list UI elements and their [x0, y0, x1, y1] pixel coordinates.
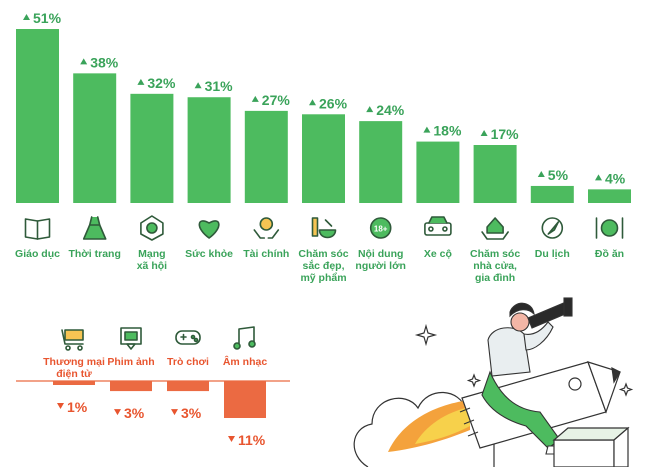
adult-18-icon: 18+: [369, 217, 392, 239]
category-label-do-an: Đồ ăn: [594, 248, 625, 260]
bar-noi-dung-nguoi-lon: [359, 121, 403, 203]
film-icon: [120, 327, 142, 350]
value-label-xe-co: 18%: [433, 123, 462, 139]
rocket-flame-inner: [415, 407, 470, 444]
bar-phim-anh: [110, 381, 152, 392]
compass-icon: [541, 217, 564, 239]
bar-thoi-trang: [73, 73, 117, 204]
increase-arrow-icon: [480, 130, 488, 136]
bar-tai-chinh: [244, 110, 288, 203]
category-label-cham-soc-sac-dep-my-pham: Chăm sóc sắc đẹp, mỹ phẩm: [298, 248, 349, 284]
category-label-am-nhac: Âm nhạc: [222, 356, 268, 368]
category-label-suc-khoe: Sức khỏe: [185, 248, 234, 260]
increase-arrow-icon: [423, 126, 431, 133]
increase-arrow-icon: [251, 95, 259, 102]
category-label-tro-choi: Trò chơi: [167, 356, 209, 368]
sparkle-icon: [414, 323, 634, 397]
value-label-suc-khoe: 31%: [205, 78, 234, 94]
bar-cham-soc-nha-cua-gia-dinh: [473, 145, 517, 203]
network-icon: [140, 215, 164, 241]
value-label-phim-anh: 3%: [124, 405, 145, 421]
bar-cham-soc-sac-dep-my-pham: [302, 114, 345, 203]
increase-arrow-icon: [595, 174, 602, 181]
bar-thuong-mai-dien-tu: [53, 381, 95, 385]
value-label-tro-choi: 3%: [181, 405, 202, 421]
decrease-arrow-icon: [171, 409, 178, 416]
car-icon: [424, 216, 452, 236]
value-label-mang-xa-hoi: 32%: [147, 75, 176, 91]
increase-arrow-icon: [366, 106, 374, 113]
value-label-am-nhac: 11%: [238, 432, 266, 448]
category-label-du-lich: Du lịch: [534, 248, 570, 260]
svg-text:18+: 18+: [374, 225, 388, 234]
cosmetics-icon: [311, 217, 337, 239]
illustration: [353, 297, 634, 468]
value-label-giao-duc: 51%: [33, 10, 62, 26]
decrease-arrow-icon: [114, 409, 121, 416]
heart-icon: [198, 220, 220, 239]
increase-arrow-icon: [80, 58, 88, 65]
value-label-thoi-trang: 38%: [90, 54, 119, 70]
value-label-noi-dung-nguoi-lon: 24%: [376, 102, 405, 118]
increase-arrow-icon: [537, 170, 545, 177]
gamepad-icon: [175, 330, 201, 345]
category-label-cham-soc-nha-cua-gia-dinh: Chăm sóc nhà cửa, gia đình: [470, 248, 521, 284]
value-label-cham-soc-nha-cua-gia-dinh: 17%: [491, 126, 520, 142]
plate-cutlery-icon: [595, 217, 624, 239]
category-label-tai-chinh: Tài chính: [243, 248, 290, 260]
money-hands-icon: [253, 217, 280, 239]
category-label-mang-xa-hoi: Mạng xã hội: [136, 248, 168, 272]
category-label-xe-co: Xe cộ: [423, 248, 452, 260]
bar-tro-choi: [167, 381, 209, 392]
rocket-flame: [388, 400, 470, 452]
bar-du-lich: [530, 185, 574, 203]
dress-icon: [82, 216, 107, 240]
value-label-do-an: 4%: [605, 170, 626, 186]
decrease-arrow-icon: [228, 436, 235, 442]
decrease-arrow-icon: [57, 403, 64, 409]
bar-giao-duc: [16, 29, 59, 203]
bar-mang-xa-hoi: [130, 93, 174, 203]
music-note-icon: [233, 326, 256, 350]
bar-am-nhac: [224, 381, 266, 418]
bar-suc-khoe: [187, 97, 231, 203]
cart-icon: [61, 329, 84, 351]
pencil-rocket: [459, 361, 621, 449]
category-label-thuong-mai-dien-tu: Thương mại điện tử: [43, 356, 105, 380]
increase-arrow-icon: [137, 78, 145, 85]
value-label-cham-soc-sac-dep-my-pham: 26%: [319, 95, 348, 111]
category-label-giao-duc: Giáo dục: [15, 248, 60, 260]
increase-arrow-icon: [23, 14, 30, 20]
category-label-phim-anh: Phim ảnh: [107, 356, 155, 368]
increase-arrow-icon: [309, 99, 316, 106]
value-label-thuong-mai-dien-tu: 1%: [67, 399, 88, 415]
value-label-tai-chinh: 27%: [262, 92, 291, 108]
bar-xe-co: [416, 141, 460, 203]
bar-do-an: [588, 189, 631, 203]
value-label-du-lich: 5%: [548, 167, 569, 183]
house-hands-icon: [481, 217, 509, 240]
category-label-noi-dung-nguoi-lon: Nội dung người lớn: [355, 248, 406, 272]
category-label-thoi-trang: Thời trang: [68, 248, 121, 260]
increase-arrow-icon: [194, 82, 202, 89]
woman-figure: [481, 297, 573, 455]
cube-shape: [552, 426, 630, 468]
book-icon: [24, 218, 51, 240]
